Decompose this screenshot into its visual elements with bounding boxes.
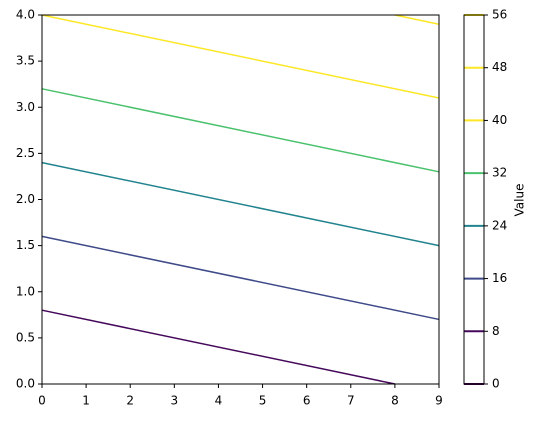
y-tick-label: 3.0	[16, 100, 35, 114]
y-tick-label: 2.5	[16, 146, 35, 160]
colorbar-tick-label: 32	[492, 166, 507, 180]
x-tick-label: 7	[347, 394, 355, 408]
colorbar-tick-label: 8	[492, 324, 500, 338]
y-tick-label: 4.0	[16, 8, 35, 22]
y-tick-label: 1.5	[16, 238, 35, 252]
plot-frame	[41, 14, 440, 385]
y-tick-label: 1.0	[16, 284, 35, 298]
colorbar-tick-label: 40	[492, 113, 507, 127]
x-tick-label: 6	[303, 394, 311, 408]
colorbar-label: Value	[513, 184, 527, 217]
contour-line	[41, 14, 440, 99]
y-tick-label: 0.5	[16, 330, 35, 344]
contour-line	[394, 14, 440, 25]
y-tick-label: 0.0	[16, 377, 35, 391]
x-tick-label: 4	[215, 394, 223, 408]
colorbar-frame	[463, 14, 485, 385]
x-tick-label: 9	[435, 394, 443, 408]
y-tick-label: 2.0	[16, 192, 35, 206]
contour-line	[41, 235, 440, 321]
colorbar-tick-label: 56	[492, 8, 507, 22]
x-tick-label: 2	[126, 394, 134, 408]
x-tick-label: 1	[82, 394, 90, 408]
contour-line	[41, 309, 396, 385]
x-tick-label: 5	[259, 394, 267, 408]
colorbar-tick-label: 0	[492, 377, 500, 391]
contour-line	[41, 88, 440, 173]
colorbar-tick-label: 24	[492, 218, 507, 232]
x-tick-label: 8	[391, 394, 399, 408]
x-tick-label: 0	[38, 394, 46, 408]
x-tick-label: 3	[171, 394, 179, 408]
colorbar-tick-label: 48	[492, 60, 507, 74]
y-tick-label: 3.5	[16, 54, 35, 68]
colorbar-tick-label: 16	[492, 271, 507, 285]
contour-line	[41, 161, 440, 247]
